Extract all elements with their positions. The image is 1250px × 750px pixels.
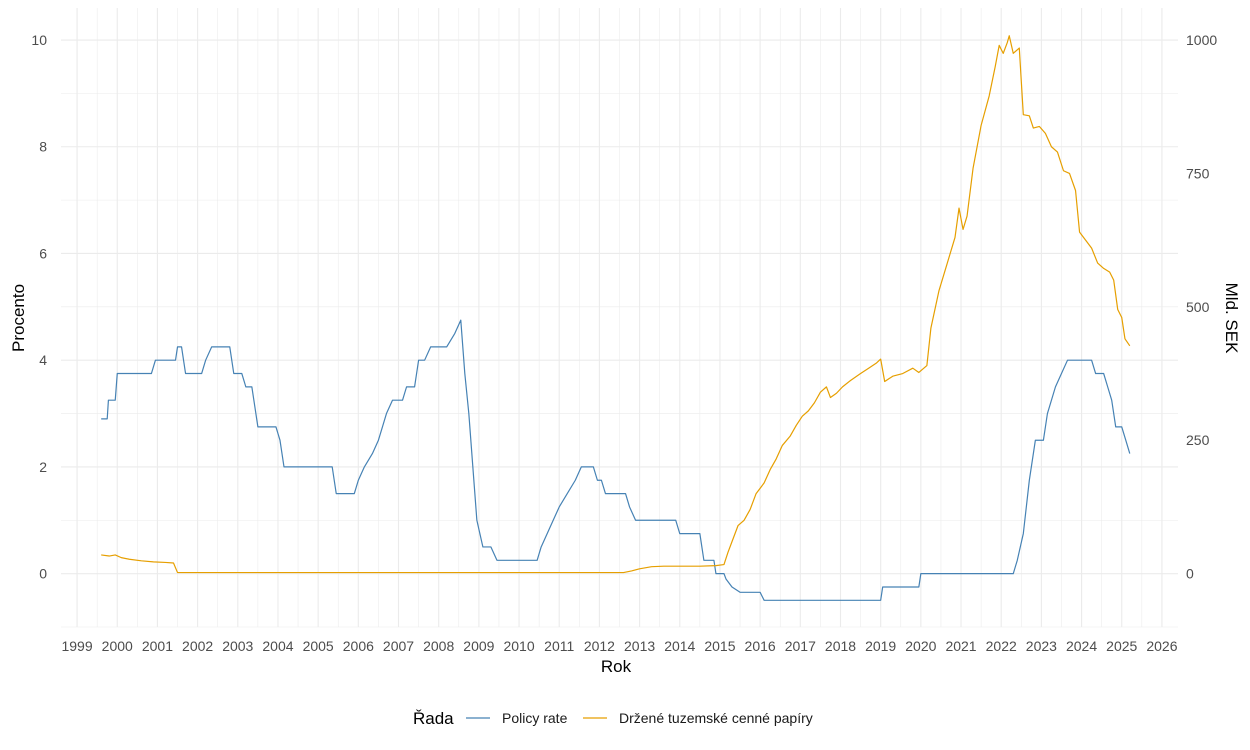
x-tick-label: 2019 xyxy=(865,638,896,654)
x-tick-label: 2014 xyxy=(664,638,695,654)
grid-lines xyxy=(61,8,1178,628)
x-tick-label: 2008 xyxy=(423,638,454,654)
y-tick-label-right: 750 xyxy=(1186,165,1210,181)
x-tick-label: 2010 xyxy=(503,638,534,654)
series-layer xyxy=(101,35,1131,601)
x-tick-label: 2026 xyxy=(1146,638,1177,654)
x-tick-label: 2012 xyxy=(584,638,615,654)
x-tick-label: 2021 xyxy=(945,638,976,654)
x-tick-label: 2002 xyxy=(182,638,213,654)
y-tick-label-right: 250 xyxy=(1186,432,1210,448)
x-axis-title: Rok xyxy=(601,657,632,676)
series-line-securities xyxy=(101,35,1131,574)
x-tick-label: 2015 xyxy=(704,638,735,654)
x-tick-label: 2024 xyxy=(1066,638,1097,654)
y-axis-title-left: Procento xyxy=(9,284,28,352)
y-tick-label-left: 10 xyxy=(31,32,47,48)
x-tick-label: 2007 xyxy=(383,638,414,654)
tick-labels: 1999 2000 2001 2002 2003 2004 2005 2006 2007 2008… xyxy=(31,32,1217,654)
x-tick-label: 2011 xyxy=(544,638,574,654)
x-tick-label: 2000 xyxy=(102,638,133,654)
x-tick-label: 2013 xyxy=(624,638,655,654)
y-tick-label-left: 2 xyxy=(39,459,47,475)
y-tick-label-right: 1000 xyxy=(1186,32,1217,48)
x-tick-label: 2025 xyxy=(1106,638,1137,654)
y-tick-label-left: 0 xyxy=(39,566,47,582)
legend-label-policy-rate: Policy rate xyxy=(502,710,568,726)
series-line-policy-rate xyxy=(101,319,1131,601)
x-tick-label: 2017 xyxy=(785,638,816,654)
y-tick-label-right: 500 xyxy=(1186,299,1210,315)
y-tick-label-left: 8 xyxy=(39,139,47,155)
x-tick-label: 2006 xyxy=(343,638,374,654)
x-tick-label: 2005 xyxy=(303,638,334,654)
legend-label-securities: Držené tuzemské cenné papíry xyxy=(619,710,813,726)
x-tick-label: 2016 xyxy=(745,638,776,654)
x-tick-label: 2009 xyxy=(463,638,494,654)
legend: Řada Policy rate Držené tuzemské cenné p… xyxy=(413,709,813,728)
x-tick-label: 2020 xyxy=(905,638,936,654)
legend-title: Řada xyxy=(413,709,454,728)
x-tick-label: 1999 xyxy=(61,638,92,654)
y-axis-title-right: Mld. SEK xyxy=(1222,283,1241,355)
x-tick-label: 2001 xyxy=(142,638,173,654)
y-tick-label-right: 0 xyxy=(1186,566,1194,582)
y-tick-label-left: 6 xyxy=(39,245,47,261)
x-tick-label: 2022 xyxy=(986,638,1017,654)
x-tick-label: 2003 xyxy=(222,638,253,654)
x-tick-label: 2018 xyxy=(825,638,856,654)
x-tick-label: 2004 xyxy=(262,638,293,654)
x-tick-label: 2023 xyxy=(1026,638,1057,654)
y-tick-label-left: 4 xyxy=(39,352,47,368)
